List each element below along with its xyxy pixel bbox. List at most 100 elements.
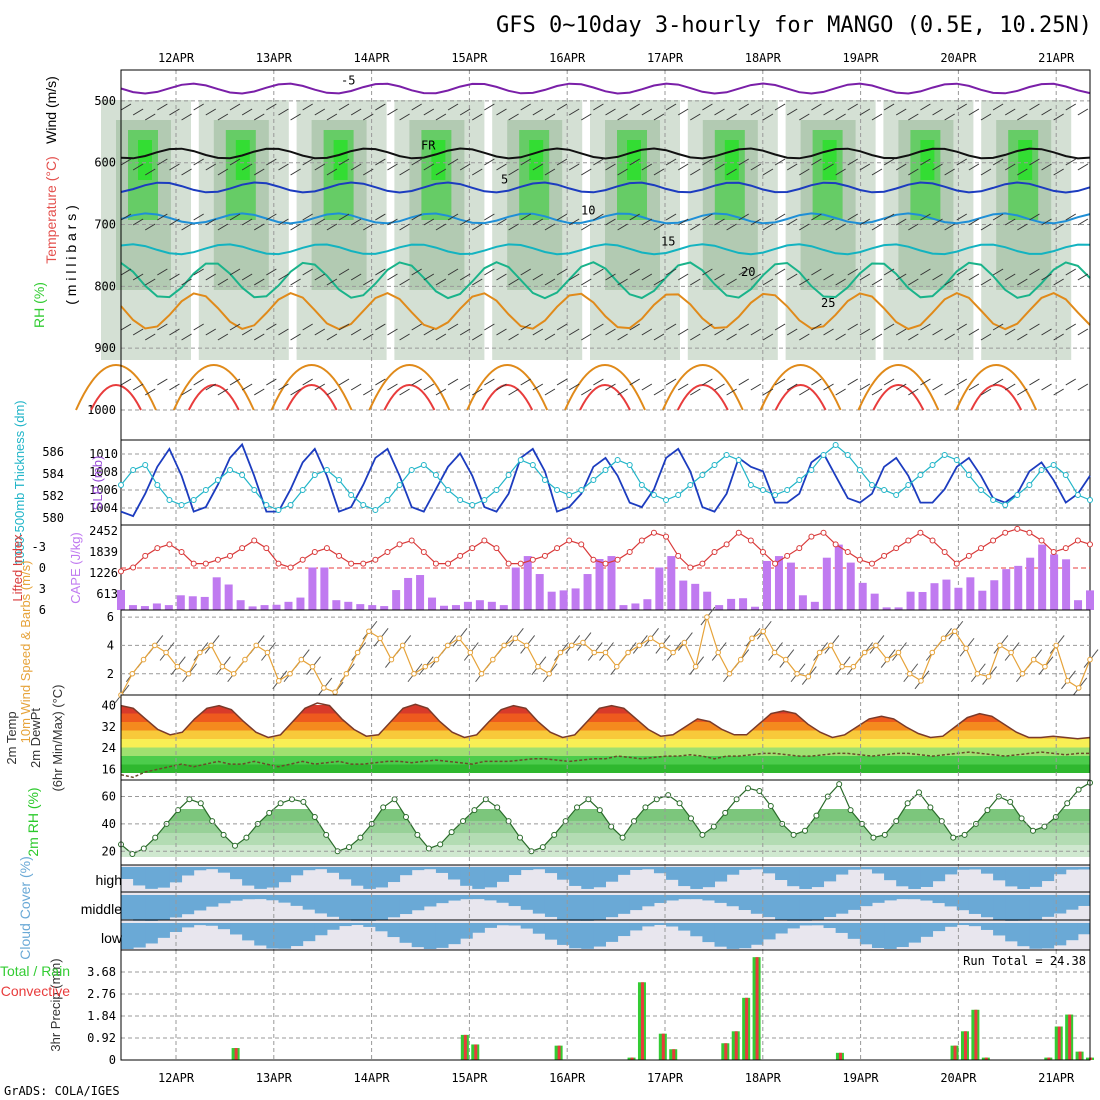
cloud-middle xyxy=(435,895,449,904)
wind-barb xyxy=(435,388,447,396)
wind-barb xyxy=(181,388,192,396)
wind-barb xyxy=(484,103,495,111)
cloud-high xyxy=(738,867,752,870)
wind-barb xyxy=(1017,113,1028,121)
thickness-point xyxy=(1074,492,1081,498)
rh2m-point xyxy=(813,812,820,819)
wind-barb xyxy=(120,378,132,386)
wind-barb xyxy=(350,328,362,336)
wind-barb xyxy=(1077,383,1089,391)
cape-bar xyxy=(978,590,987,610)
wind-barb xyxy=(641,328,653,336)
cloud-low xyxy=(145,923,158,944)
wind-barb xyxy=(799,113,810,121)
cape-bar xyxy=(798,595,807,610)
cloud-high xyxy=(896,867,909,887)
cloud-high xyxy=(1041,867,1055,882)
wind-barb xyxy=(980,388,992,396)
thickness-ytick-0: 586 xyxy=(42,445,64,459)
wind-barb xyxy=(302,378,313,386)
wind-barb xyxy=(811,158,822,166)
wind-barb xyxy=(556,103,568,111)
wind-barb xyxy=(132,328,144,336)
rh2m-point xyxy=(539,844,546,851)
isotherm-5 xyxy=(120,261,1091,300)
cloud-low xyxy=(944,923,958,927)
thickness-point xyxy=(505,472,512,478)
rh2m-point xyxy=(870,834,877,841)
rh2m-point xyxy=(619,834,626,841)
wind10-point xyxy=(456,635,462,642)
wind-barb xyxy=(472,333,483,341)
wind-barb xyxy=(714,163,725,171)
cape-bar xyxy=(906,591,915,610)
wind10-point xyxy=(478,670,485,677)
cloud-low xyxy=(314,923,328,936)
wind10-point xyxy=(850,663,857,670)
cloud-middle xyxy=(133,895,146,921)
wind-barb xyxy=(338,103,350,111)
wind-barb xyxy=(350,108,362,116)
wind-barb xyxy=(520,323,531,331)
wind-barb xyxy=(774,103,786,111)
rh-shade-d-2 xyxy=(333,140,348,180)
wind-barb xyxy=(568,328,580,336)
cape-bar xyxy=(894,607,903,610)
wind-barb xyxy=(435,278,447,286)
wind-barb xyxy=(920,213,931,221)
cape-bar xyxy=(1026,557,1035,610)
cloud-high xyxy=(435,867,449,873)
cape-bar xyxy=(918,592,927,610)
cape-bar xyxy=(822,557,831,610)
cape-bar xyxy=(810,601,819,610)
lifted-point xyxy=(626,549,633,556)
thickness-point xyxy=(202,487,209,493)
hot-dome-5 xyxy=(579,384,631,411)
cape-bar xyxy=(655,567,664,610)
thickness-point xyxy=(457,497,464,503)
wind-barb xyxy=(593,213,604,221)
precip-total-label: Total / Rain xyxy=(0,963,70,979)
wind-barb xyxy=(665,323,677,331)
thickness-point xyxy=(953,457,960,463)
thickness-point xyxy=(614,457,621,463)
thickness-point xyxy=(735,457,742,463)
wind-barb xyxy=(266,378,277,386)
cloud-high xyxy=(605,867,619,882)
cloud-middle xyxy=(532,895,546,914)
cloud-high xyxy=(920,867,934,887)
warm-dome-4 xyxy=(466,364,549,411)
cloud-middle xyxy=(993,895,1006,920)
cape-bar xyxy=(236,600,245,610)
wind-barb xyxy=(908,168,919,176)
wind-barb xyxy=(326,168,338,176)
wind-barb xyxy=(338,378,350,386)
wind-barb xyxy=(641,273,653,281)
cloud-middle xyxy=(314,895,328,914)
rh2m-point xyxy=(585,796,592,803)
cape-bar xyxy=(786,562,795,610)
wind-barb xyxy=(762,223,774,231)
wind-barb xyxy=(411,103,422,111)
thickness-point xyxy=(336,477,343,483)
wind-barb xyxy=(278,273,289,281)
cloud-low xyxy=(605,923,619,942)
wind10-point xyxy=(422,663,429,670)
wind-barb xyxy=(738,268,749,276)
wind-barb xyxy=(157,158,168,166)
thickness-point xyxy=(711,462,718,468)
cloud-low xyxy=(1017,923,1030,947)
rh2m-point xyxy=(688,815,694,822)
wind-barb xyxy=(738,158,749,166)
thickness-point xyxy=(929,462,936,468)
wind-barb xyxy=(968,328,980,336)
temp-ytick-2: 24 xyxy=(102,741,116,755)
lifted-point xyxy=(832,541,839,548)
cloud-high xyxy=(702,867,716,888)
cloud-high xyxy=(629,867,643,870)
cloud-low xyxy=(932,923,946,932)
cape-bar xyxy=(463,601,472,610)
cloud-middle xyxy=(266,895,279,901)
wind-barb xyxy=(641,218,653,226)
rh2m-point xyxy=(357,834,364,841)
